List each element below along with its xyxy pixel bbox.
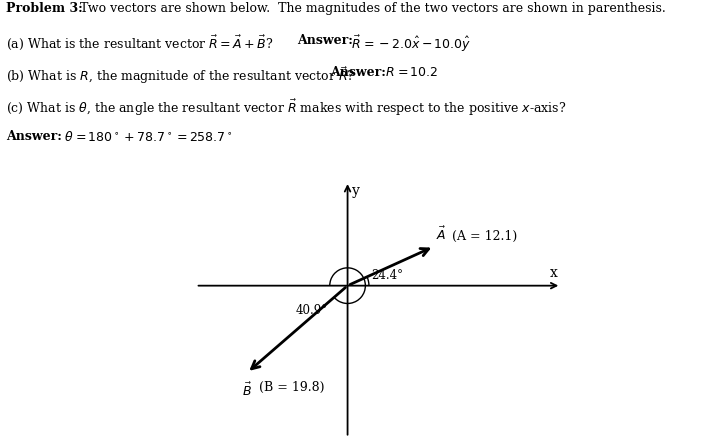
Text: $R = 10.2$: $R = 10.2$	[378, 66, 438, 79]
Text: Two vectors are shown below.  The magnitudes of the two vectors are shown in par: Two vectors are shown below. The magnitu…	[76, 2, 665, 15]
Text: (B = 19.8): (B = 19.8)	[255, 381, 325, 394]
Text: (b) What is $R$, the magnitude of the resultant vector $\vec{R}$?: (b) What is $R$, the magnitude of the re…	[6, 66, 359, 86]
Text: y: y	[352, 183, 360, 198]
Text: 40.9°: 40.9°	[296, 304, 328, 317]
Text: (a) What is the resultant vector $\vec{R} = \vec{A} + \vec{B}$?: (a) What is the resultant vector $\vec{R…	[6, 34, 278, 53]
Text: x: x	[550, 266, 558, 280]
Text: 24.4°: 24.4°	[371, 269, 403, 282]
Text: $\vec{R} = -2.0\hat{x} - 10.0\hat{y}$: $\vec{R} = -2.0\hat{x} - 10.0\hat{y}$	[344, 34, 471, 54]
Text: (c) What is $\theta$, the angle the resultant vector $\vec{R}$ makes with respec: (c) What is $\theta$, the angle the resu…	[6, 98, 566, 118]
Text: Answer:: Answer:	[331, 66, 386, 79]
Text: Problem 3:: Problem 3:	[6, 2, 82, 15]
Text: $\vec{B}$: $\vec{B}$	[242, 381, 252, 399]
Text: Answer:: Answer:	[297, 34, 353, 47]
Text: $\theta = 180^\circ + 78.7^\circ = 258.7^\circ$: $\theta = 180^\circ + 78.7^\circ = 258.7…	[57, 130, 233, 144]
Text: $\vec{A}$: $\vec{A}$	[436, 225, 447, 243]
Text: Answer:: Answer:	[6, 130, 61, 142]
Text: (A = 12.1): (A = 12.1)	[448, 230, 518, 243]
